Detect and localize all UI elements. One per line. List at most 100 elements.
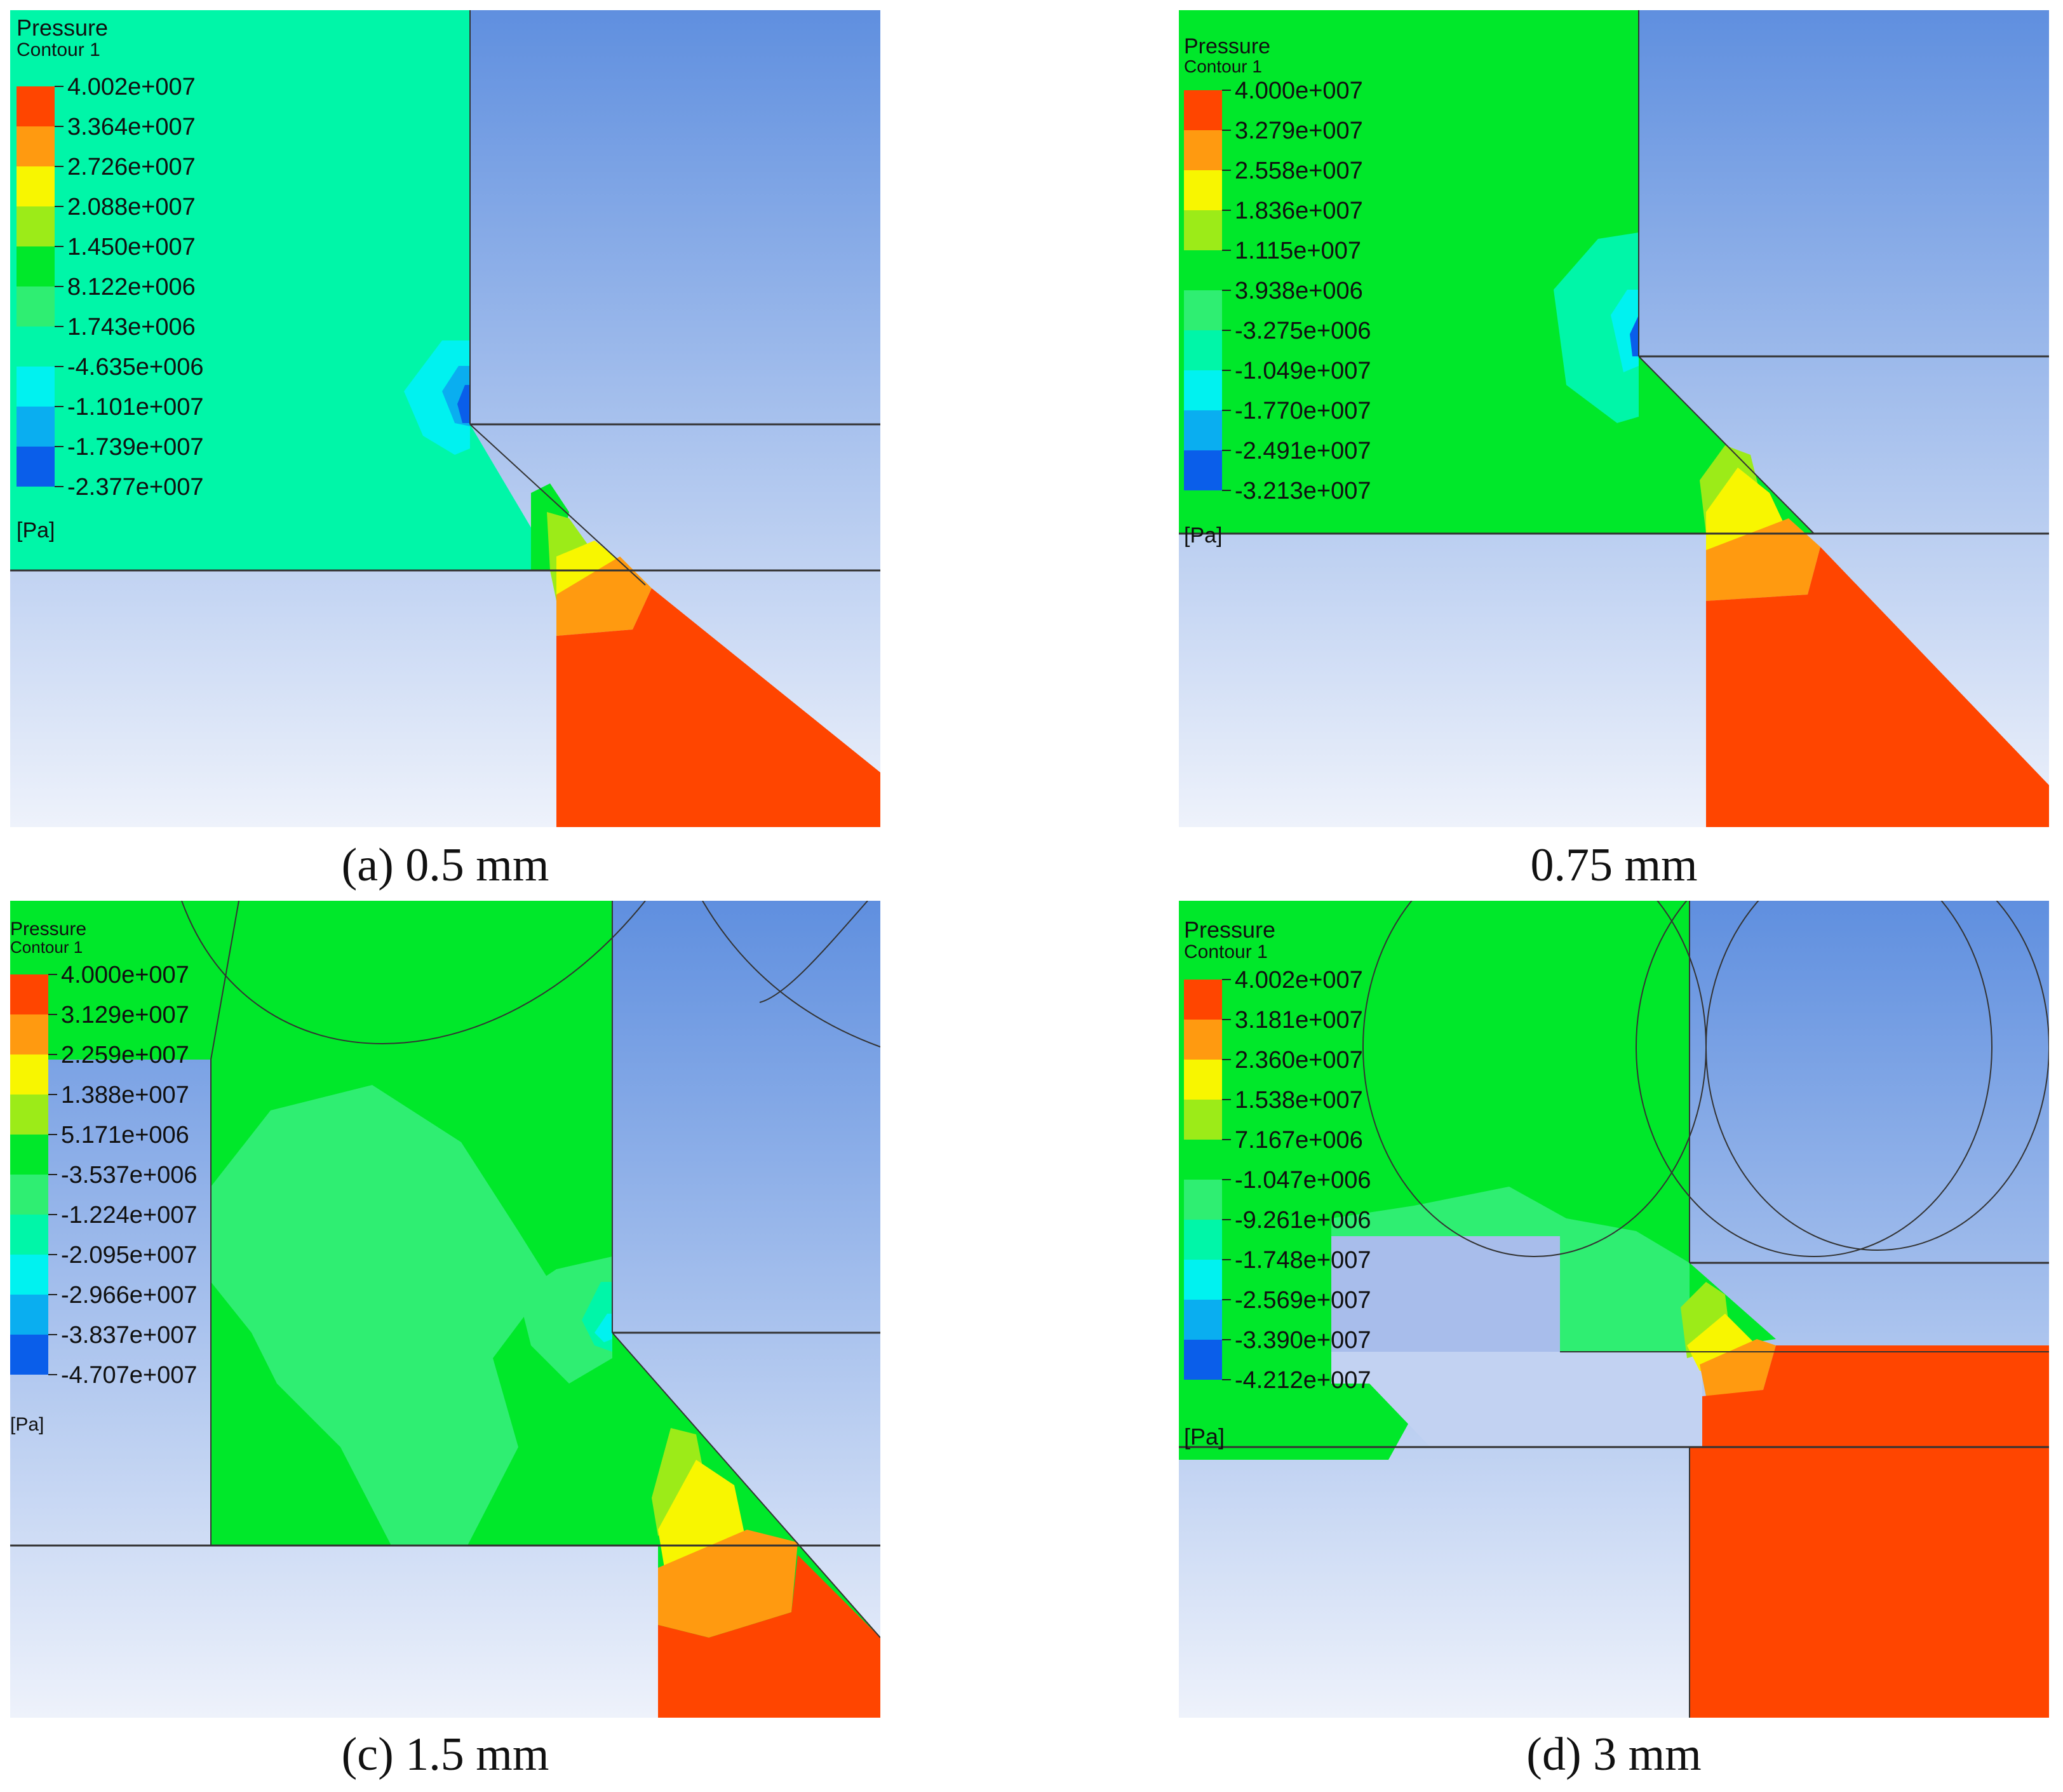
legend-value-label: 1.538e+007: [1235, 1087, 1363, 1114]
legend-value-label: 3.364e+007: [67, 114, 196, 140]
legend-value-label: 1.388e+007: [61, 1082, 189, 1108]
legend-color-band: [10, 1295, 48, 1335]
legend-color-band: [1184, 330, 1222, 370]
legend-value-label: -2.966e+007: [61, 1282, 197, 1309]
legend-unit: [Pa]: [17, 518, 55, 542]
legend-value-label: -1.049e+007: [1235, 358, 1371, 384]
color-legend: Pressure Contour 1 4.000e+007 3.279e+007 2…: [1184, 34, 1371, 548]
legend-color-band: [17, 407, 55, 447]
low-pressure-peak: [595, 1314, 612, 1342]
legend-value-label: 2.360e+007: [1235, 1047, 1363, 1074]
fluid-region-2: [1179, 1384, 1430, 1460]
seal-outline: [181, 901, 646, 1044]
high-pressure-zone: [658, 1555, 880, 1718]
legend-value-label: 1.836e+007: [1235, 198, 1363, 224]
legend-title: Pressure: [10, 919, 86, 940]
legend-color-band: [1184, 130, 1222, 170]
low-pressure-zone: [404, 340, 470, 455]
legend-value-label: -3.837e+007: [61, 1322, 197, 1349]
boundary-line: [1638, 356, 1815, 534]
contour-panel-a: Pressure Contour 1 4.002e+007 3.364e+007 2…: [10, 10, 880, 827]
legend-unit: [Pa]: [1184, 523, 1222, 548]
legend-value-label: -3.537e+006: [61, 1162, 197, 1189]
legend-color-band: [10, 974, 48, 1014]
high-pressure-zone: [1706, 547, 2049, 827]
legend-value-label: 3.181e+007: [1235, 1007, 1363, 1034]
legend-subtitle: Contour 1: [1184, 941, 1268, 962]
contour-panel-b: Pressure Contour 1 4.000e+007 3.279e+007 2…: [1179, 10, 2049, 827]
mid-pressure-zone: [211, 1085, 550, 1546]
legend-title: Pressure: [1184, 917, 1275, 943]
legend-color-band: [10, 1335, 48, 1375]
legend-color-band: [1184, 170, 1222, 210]
legend-color-band: [17, 246, 55, 286]
contour-panel-d: Pressure Contour 1 4.002e+007 3.181e+007 2…: [1179, 901, 2049, 1718]
color-legend: Pressure Contour 1 4.002e+007 3.364e+007 2…: [17, 15, 203, 542]
legend-color-band: [17, 126, 55, 166]
gradient-orange: [556, 556, 652, 636]
legend-color-band: [1184, 210, 1222, 250]
legend-value-label: -3.213e+007: [1235, 478, 1371, 504]
legend-color-band: [1184, 1340, 1222, 1380]
mid-pressure-zone: [1331, 1187, 1690, 1352]
legend-value-label: -3.390e+007: [1235, 1327, 1371, 1354]
legend-value-label: 2.259e+007: [61, 1042, 189, 1068]
gradient-orange: [1700, 1339, 1776, 1396]
legend-value-label: -2.569e+007: [1235, 1287, 1371, 1314]
legend-color-band: [1184, 1020, 1222, 1060]
seal-outline: [1636, 901, 1992, 1257]
low-pressure-peak: [1630, 315, 1639, 356]
fluid-region: [10, 10, 556, 570]
caption-a: (a) 0.5 mm: [341, 839, 549, 891]
legend-subtitle: Contour 1: [10, 938, 83, 957]
legend-color-band: [17, 166, 55, 206]
legend-color-band: [17, 327, 55, 367]
legend-value-label: -1.224e+007: [61, 1202, 197, 1229]
legend-color-band: [17, 367, 55, 407]
high-pressure-zone: [556, 588, 880, 827]
legend-value-label: 1.450e+007: [67, 234, 196, 260]
legend-value-label: 2.088e+007: [67, 194, 196, 220]
legend-color-band: [17, 206, 55, 246]
legend-color-band: [1184, 90, 1222, 130]
low-pressure-core: [1611, 290, 1639, 372]
legend-color-band: [10, 1014, 48, 1054]
legend-subtitle: Contour 1: [17, 39, 100, 60]
inner-solid-strip: [1331, 1352, 1702, 1447]
legend-color-band: [1184, 1060, 1222, 1100]
legend-value-label: -9.261e+006: [1235, 1207, 1371, 1234]
legend-subtitle: Contour 1: [1184, 57, 1262, 76]
legend-color-band: [1184, 450, 1222, 490]
gradient-lime: [652, 1428, 709, 1536]
legend-title: Pressure: [1184, 34, 1270, 58]
seal-outline: [759, 901, 868, 1003]
legend-value-label: -4.707e+007: [61, 1362, 197, 1389]
caption-d: (d) 3 mm: [1526, 1728, 1702, 1781]
legend-value-label: -1.739e+007: [67, 434, 203, 461]
legend-color-band: [17, 447, 55, 487]
legend-color-band: [10, 1054, 48, 1095]
legend-color-band: [1184, 370, 1222, 410]
gradient-orange: [658, 1530, 798, 1638]
legend-value-label: 3.129e+007: [61, 1002, 189, 1028]
seal-outline: [702, 901, 880, 1048]
legend-color-band: [1184, 290, 1222, 330]
legend-value-label: 2.726e+007: [67, 154, 196, 180]
legend-color-band: [1184, 1140, 1222, 1180]
legend-color-band: [10, 1095, 48, 1135]
legend-value-label: 2.558e+007: [1235, 158, 1363, 184]
legend-unit: [Pa]: [10, 1414, 44, 1435]
legend-value-label: 3.279e+007: [1235, 118, 1363, 144]
legend-color-band: [1184, 1300, 1222, 1340]
seal-outline: [210, 901, 239, 1060]
legend-color-band: [17, 286, 55, 327]
legend-value-label: 4.002e+007: [1235, 967, 1363, 994]
legend-color-band: [1184, 250, 1222, 290]
fluid-region: [1179, 10, 1814, 534]
color-legend: Pressure Contour 1 4.000e+007 3.129e+007 2…: [10, 919, 197, 1435]
legend-value-label: -3.275e+006: [1235, 318, 1371, 344]
color-legend: Pressure Contour 1 4.002e+007 3.181e+007 2…: [1184, 917, 1371, 1450]
legend-value-label: -1.047e+006: [1235, 1167, 1371, 1194]
boundary-line: [612, 1332, 880, 1638]
legend-color-band: [1184, 980, 1222, 1020]
